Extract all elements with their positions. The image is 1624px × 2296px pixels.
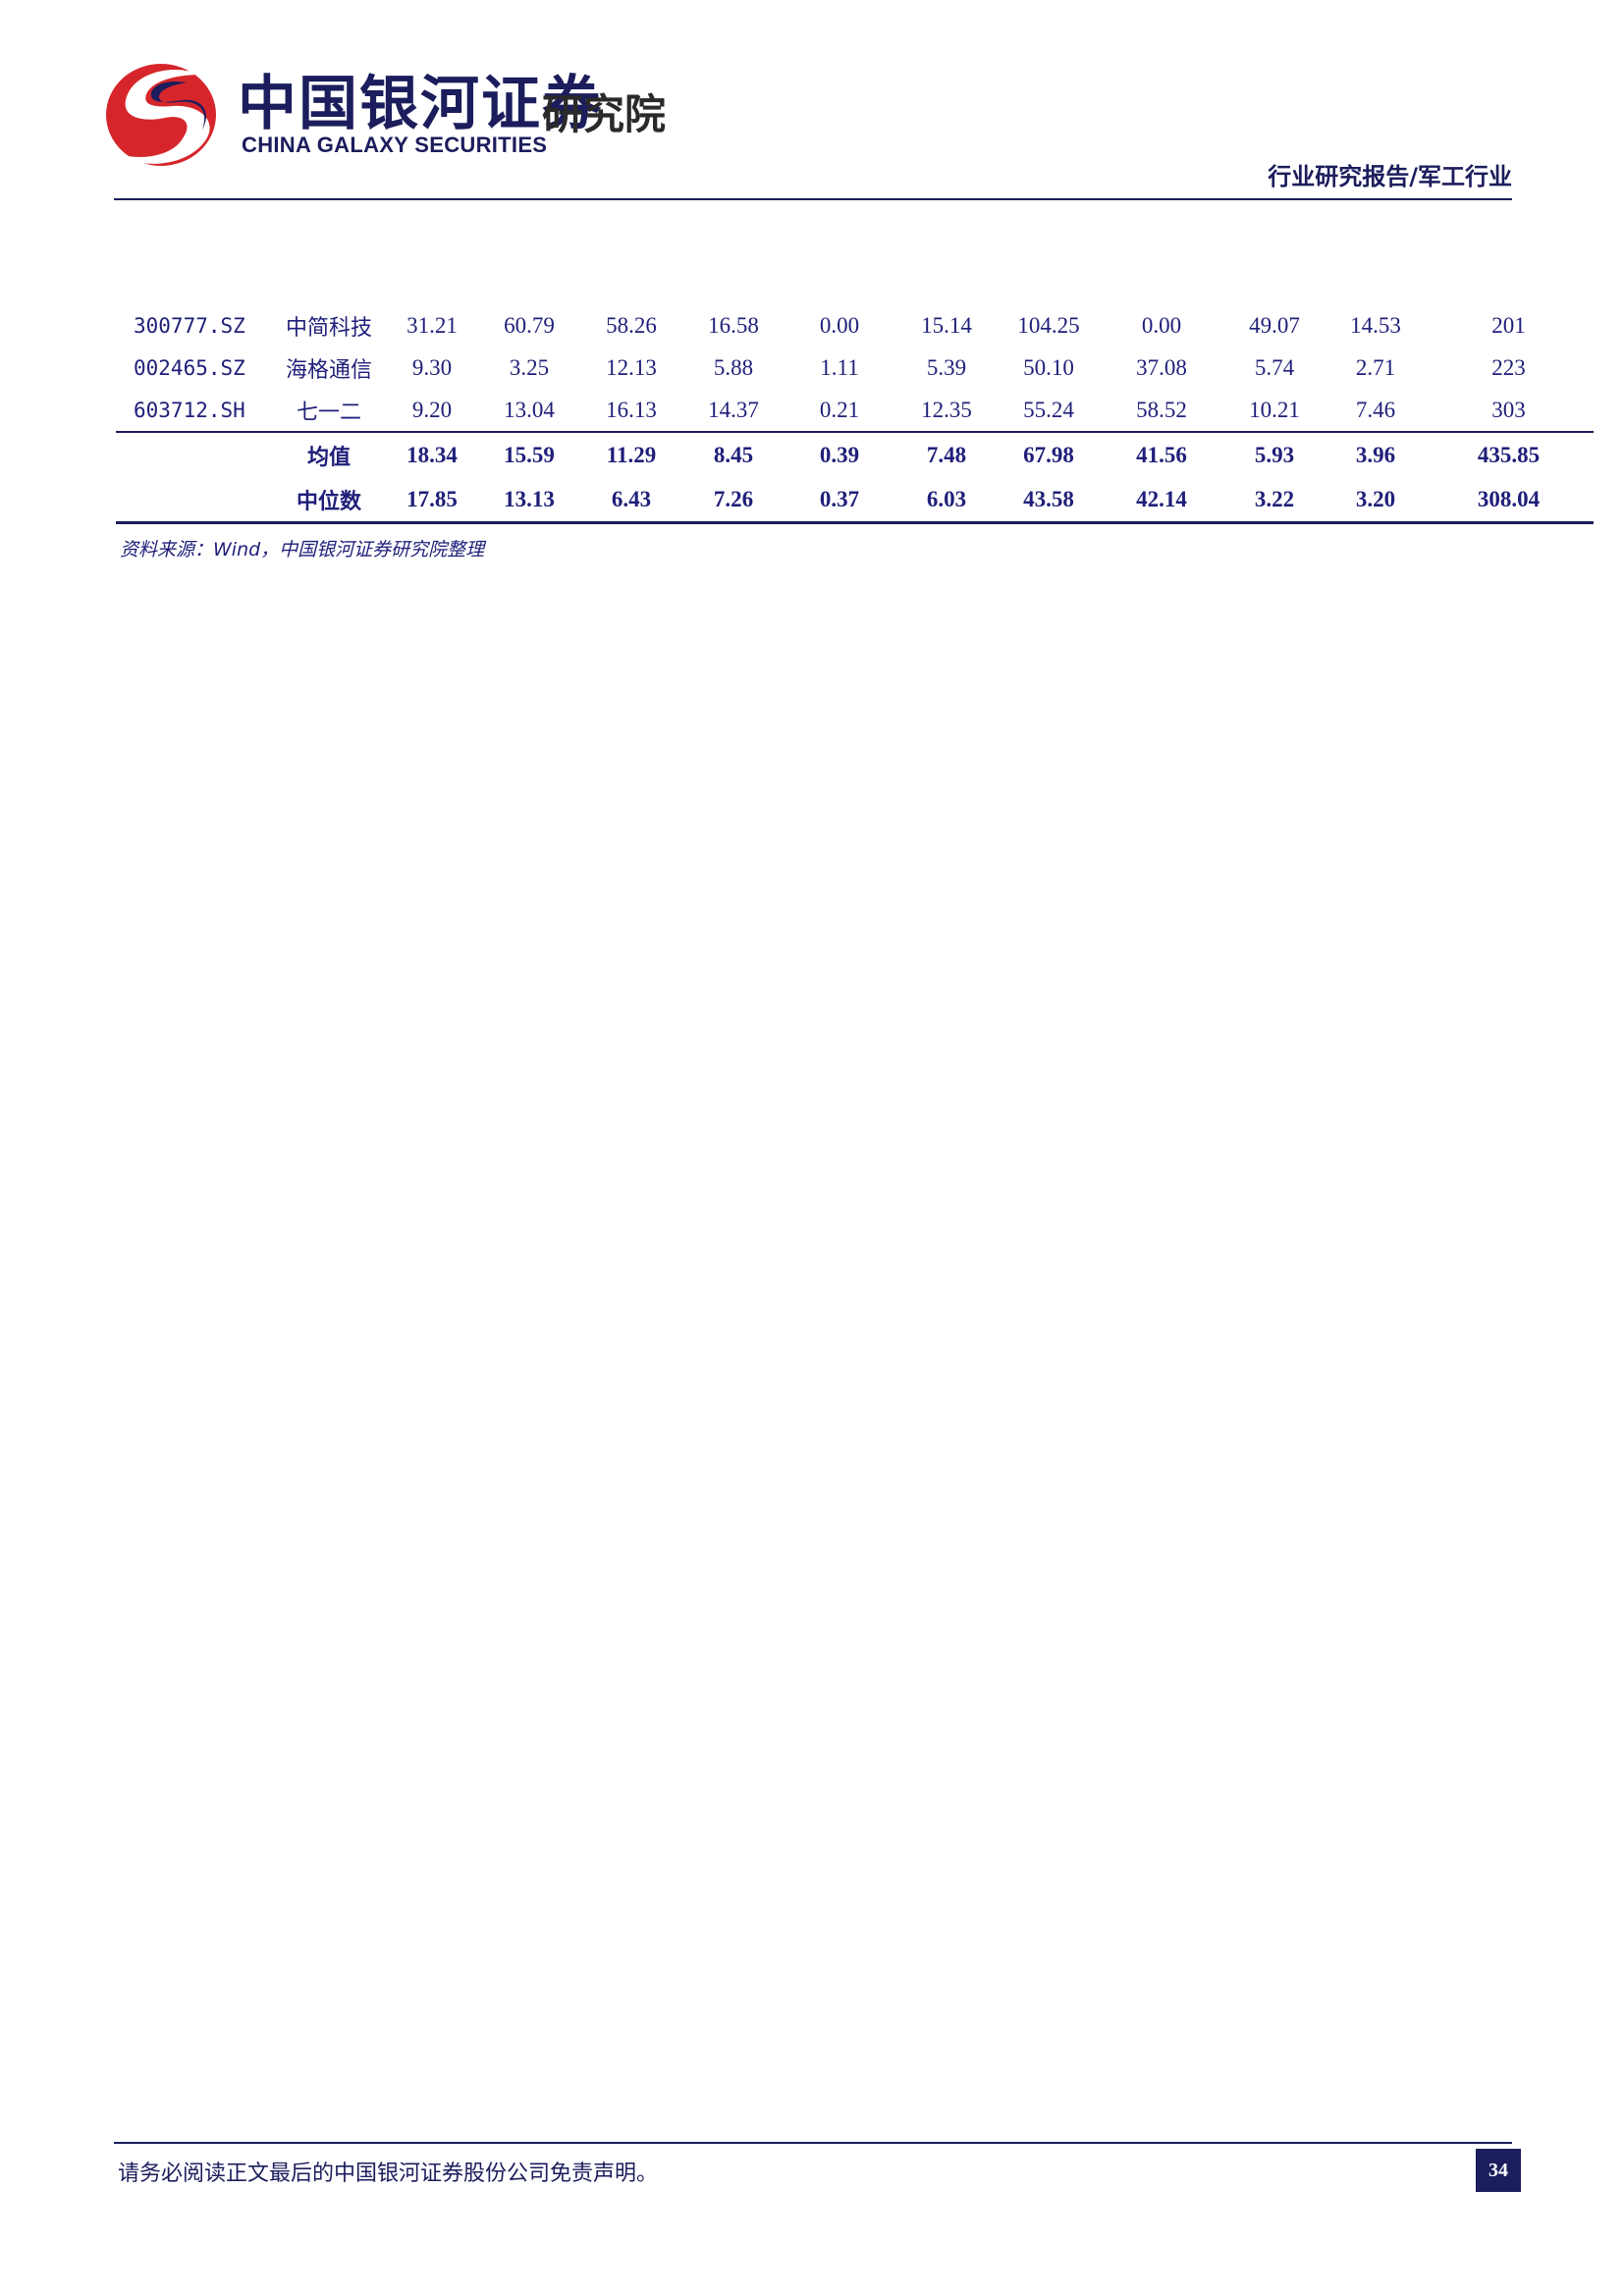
table-cell: 67.98 [996,431,1102,477]
table-cell: 104.25 [1017,312,1080,338]
table-cell: 12.13 [606,354,657,380]
stat-label: 中位数 [275,477,383,524]
table-row: 603712.SH 七一二 9.20 13.04 16.13 14.37 0.2… [116,389,1594,432]
table-cell: 7.26 [685,477,782,524]
table-cell: 41.56 [1102,431,1221,477]
table-row: 300777.SZ 中简科技 31.21 60.79 58.26 16.58 0… [116,304,1594,347]
mean-row: 均值 18.34 15.59 11.29 8.45 0.39 7.48 67.9… [116,431,1594,477]
table-cell: 8.45 [685,431,782,477]
table-cell: 0.37 [782,477,897,524]
table-cell: 6.43 [577,477,685,524]
table-cell: 308.04 [1424,477,1594,524]
table-cell: 14.53 [1350,312,1401,338]
median-row: 中位数 17.85 13.13 6.43 7.26 0.37 6.03 43.5… [116,477,1594,524]
table-cell: 60.79 [504,312,555,338]
table-cell: 16.13 [606,397,657,422]
table-cell: 3.20 [1327,477,1424,524]
stock-code: 603712.SH [134,398,245,422]
table-cell: 9.20 [411,397,453,422]
disclaimer-text: 请务必阅读正文最后的中国银河证券股份公司免责声明。 [118,2162,659,2186]
page-number: 34 [1476,2149,1521,2192]
report-category: 行业研究报告/军工行业 [1268,163,1512,190]
table-cell: 303 [1491,397,1526,422]
table-cell: 9.30 [411,354,453,380]
stock-code: 300777.SZ [134,313,245,338]
table-cell: 0.00 [819,312,860,338]
stock-name: 七一二 [296,400,361,425]
table-cell: 0.21 [819,397,860,422]
logo-english-name: CHINA GALAXY SECURITIES [242,133,548,157]
table-cell: 18.34 [383,431,481,477]
table-cell: 2.71 [1355,354,1396,380]
table-cell: 10.21 [1249,397,1300,422]
source-note: 资料来源：Wind，中国银河证券研究院整理 [120,539,485,561]
table-cell: 223 [1491,354,1526,380]
table-cell: 49.07 [1249,312,1300,338]
table-cell: 16.58 [708,312,759,338]
stock-code: 002465.SZ [134,355,245,380]
page-header: 中国银河证券 研究院 CHINA GALAXY SECURITIES 行业研究报… [0,0,1624,201]
table-row: 002465.SZ 海格通信 9.30 3.25 12.13 5.88 1.11… [116,347,1594,389]
table-cell: 3.25 [509,354,550,380]
table-cell: 3.22 [1221,477,1327,524]
table-cell: 12.35 [921,397,972,422]
table-cell: 3.96 [1327,431,1424,477]
galaxy-logo-icon [106,64,216,166]
table-cell: 5.93 [1221,431,1327,477]
table-cell: 6.03 [897,477,996,524]
table-cell: 43.58 [996,477,1102,524]
table-cell: 201 [1491,312,1526,338]
table-cell: 5.74 [1254,354,1295,380]
table-cell: 5.39 [926,354,967,380]
stock-name: 中简科技 [285,315,372,341]
table-cell: 50.10 [1023,354,1074,380]
table-cell: 15.14 [921,312,972,338]
empty-cell [116,431,275,477]
table-cell: 0.00 [1141,312,1182,338]
table-cell: 15.59 [481,431,577,477]
table-cell: 7.48 [897,431,996,477]
table-cell: 0.39 [782,431,897,477]
table-cell: 55.24 [1023,397,1074,422]
table-cell: 13.04 [504,397,555,422]
table-cell: 1.11 [820,354,859,380]
logo-chinese-name: 中国银河证券 [238,70,603,138]
table-cell: 42.14 [1102,477,1221,524]
stat-label: 均值 [275,431,383,477]
table-cell: 58.52 [1136,397,1187,422]
table-cell: 11.29 [577,431,685,477]
table-cell: 17.85 [383,477,481,524]
table-cell: 13.13 [481,477,577,524]
logo-institute: 研究院 [542,90,667,138]
table-cell: 31.21 [406,312,458,338]
table-cell: 435.85 [1424,431,1594,477]
valuation-table: 300777.SZ 中简科技 31.21 60.79 58.26 16.58 0… [116,304,1594,524]
empty-cell [116,477,275,524]
stock-name: 海格通信 [285,357,372,383]
table-cell: 58.26 [606,312,657,338]
table-cell: 5.88 [713,354,754,380]
table-cell: 37.08 [1136,354,1187,380]
table-cell: 7.46 [1355,397,1396,422]
header-divider [114,198,1512,200]
footer-divider [114,2142,1512,2144]
table-cell: 14.37 [708,397,759,422]
